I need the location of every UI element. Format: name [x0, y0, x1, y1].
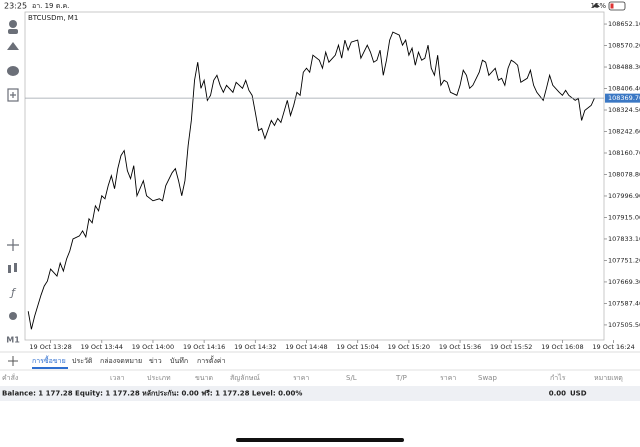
tab[interactable]: กล่องจดหมาย [100, 357, 142, 365]
battery-icon [608, 1, 626, 11]
y-tick-label: 107587.40 [608, 299, 640, 307]
column-header: ราคา [293, 374, 309, 382]
y-tick-label: 107505.50 [608, 321, 640, 329]
battery-level [610, 3, 614, 9]
y-tick-label: 108652.10 [608, 20, 640, 28]
tab[interactable]: การซื้อขาย [32, 354, 66, 365]
status-date: อา. 19 ต.ค. [32, 2, 69, 10]
candle-icon[interactable] [8, 265, 11, 273]
x-tick-label: 19 Oct 16:24 [592, 343, 634, 351]
left-toolbar: ƒ M1 [6, 20, 20, 345]
balance-profit: 0.00 [549, 390, 566, 398]
balance-summary: Balance: 1 177.28 Equity: 1 177.28 หลักป… [2, 390, 302, 398]
new-order-icon[interactable] [7, 88, 19, 102]
chart-title: BTCUSDm, M1 [28, 14, 78, 22]
tab[interactable]: ประวัติ [72, 357, 93, 365]
x-tick-label: 19 Oct 13:44 [81, 343, 123, 351]
x-tick-label: 19 Oct 13:28 [29, 343, 71, 351]
y-tick-label: 108324.50 [608, 106, 640, 114]
y-tick-label: 107996.90 [608, 192, 640, 200]
tab[interactable]: ข่าว [149, 357, 162, 365]
add-button[interactable] [8, 356, 18, 366]
y-tick-label: 108242.60 [608, 127, 640, 135]
column-header: T/P [395, 374, 407, 382]
tab[interactable]: บันทึก [170, 356, 188, 365]
x-tick-label: 19 Oct 14:00 [132, 343, 174, 351]
balance-currency: USD [570, 390, 587, 398]
account-icon[interactable] [9, 20, 17, 28]
x-tick-label: 19 Oct 14:48 [285, 343, 327, 351]
x-tick-label: 19 Oct 14:16 [183, 343, 225, 351]
balance-row-bg [0, 386, 640, 401]
column-header: ราคา [440, 374, 456, 382]
home-indicator [236, 438, 404, 442]
x-tick-label: 19 Oct 14:32 [234, 343, 276, 351]
y-tick-label: 107669.30 [608, 278, 640, 286]
active-tab-underline [32, 367, 68, 369]
column-header: ขนาด [195, 374, 213, 382]
x-tick-label: 19 Oct 16:08 [541, 343, 583, 351]
table-header: คำสั่ง เวลา ประเภท ขนาด สัญลักษณ์ ราคา S/L T/P ร… [2, 373, 623, 382]
column-header: ประเภท [147, 374, 171, 382]
price-line [27, 31, 595, 330]
column-header: กำไร [550, 373, 566, 382]
y-tick-label: 108570.20 [608, 42, 640, 50]
y-tick-label: 108488.30 [608, 63, 640, 71]
tab[interactable]: การตั้งค่า [197, 354, 226, 365]
x-tick-label: 19 Oct 15:20 [388, 343, 430, 351]
trade-icon[interactable] [7, 42, 19, 50]
y-tick-label: 108078.80 [608, 170, 640, 178]
x-tick-label: 19 Oct 15:04 [336, 343, 378, 351]
crosshair-icon[interactable] [7, 239, 19, 251]
tabs: การซื้อขาย ประวัติ กล่องจดหมาย ข่าว บันทึก กา… [32, 354, 226, 369]
y-tick-label: 107751.20 [608, 256, 640, 264]
candle-icon-2 [14, 263, 17, 272]
column-header: เวลา [110, 374, 125, 382]
status-time: 23:25 [4, 2, 27, 11]
y-tick-label: 108406.40 [608, 85, 640, 93]
timeframe-button[interactable]: M1 [6, 336, 20, 345]
wifi-icon [592, 3, 600, 7]
column-header: สัญลักษณ์ [230, 374, 260, 382]
indicator-icon[interactable]: ƒ [9, 286, 17, 299]
current-price-label: 108369.70 [608, 94, 640, 102]
x-tick-label: 19 Oct 15:52 [490, 343, 532, 351]
y-tick-label: 108160.70 [608, 149, 640, 157]
column-header: S/L [346, 374, 357, 382]
column-header: Swap [478, 374, 497, 382]
chat-icon[interactable] [7, 66, 19, 76]
current-price-box [605, 93, 640, 103]
chart: 108652.10108570.20108488.30108406.401083… [25, 20, 640, 351]
account-icon-body [8, 29, 18, 34]
y-tick-label: 107915.00 [608, 213, 640, 221]
plot-frame [24, 11, 605, 341]
x-tick-label: 19 Oct 15:36 [439, 343, 481, 351]
column-header: หมายเหตุ [594, 374, 623, 382]
objects-icon[interactable] [9, 312, 17, 320]
column-header: คำสั่ง [2, 373, 18, 382]
new-order-plus [10, 92, 16, 98]
y-tick-label: 107833.10 [608, 235, 640, 243]
